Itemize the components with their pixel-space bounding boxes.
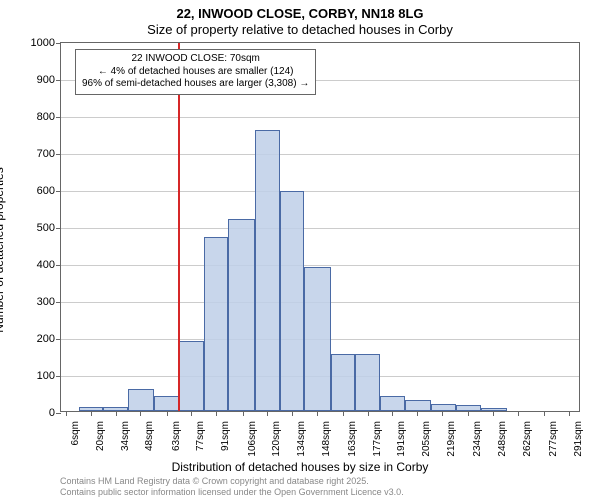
xtick-label: 91sqm (220, 421, 231, 451)
ytick-label: 900 (37, 74, 61, 86)
xtick-mark (243, 411, 244, 416)
ytick-label: 0 (49, 407, 61, 419)
gridline (61, 228, 579, 229)
footer-line2: Contains public sector information licen… (60, 487, 404, 498)
ytick-label: 300 (37, 296, 61, 308)
annotation-line3: 96% of semi-detached houses are larger (… (82, 78, 309, 91)
xtick-label: 248sqm (497, 421, 508, 457)
xtick-label: 234sqm (472, 421, 483, 457)
xtick-mark (292, 411, 293, 416)
histogram-bar (380, 396, 405, 411)
plot-area: 22 INWOOD CLOSE: 70sqm ← 4% of detached … (60, 42, 580, 412)
chart-title-line1: 22, INWOOD CLOSE, CORBY, NN18 8LG (0, 6, 600, 21)
xtick-label: 106sqm (247, 421, 258, 457)
histogram-bar (280, 191, 305, 411)
xtick-label: 262sqm (522, 421, 533, 457)
histogram-bar (431, 404, 456, 411)
xtick-mark (343, 411, 344, 416)
gridline (61, 117, 579, 118)
xtick-mark (317, 411, 318, 416)
xtick-mark (392, 411, 393, 416)
annotation-line1: 22 INWOOD CLOSE: 70sqm (82, 53, 309, 66)
xtick-mark (368, 411, 369, 416)
xtick-label: 134sqm (296, 421, 307, 457)
xtick-mark (66, 411, 67, 416)
xtick-label: 77sqm (195, 421, 206, 451)
xtick-label: 34sqm (120, 421, 131, 451)
histogram-bar (204, 237, 229, 411)
gridline (61, 154, 579, 155)
histogram-bar (331, 354, 356, 411)
plot-inner (61, 43, 579, 411)
ytick-label: 700 (37, 148, 61, 160)
xtick-label: 6sqm (70, 421, 81, 445)
ytick-label: 200 (37, 333, 61, 345)
ytick-label: 100 (37, 370, 61, 382)
chart-container: 22, INWOOD CLOSE, CORBY, NN18 8LG Size o… (0, 0, 600, 500)
histogram-bar (355, 354, 380, 411)
xtick-mark (91, 411, 92, 416)
footer-line1: Contains HM Land Registry data © Crown c… (60, 476, 404, 487)
xtick-mark (417, 411, 418, 416)
xtick-mark (442, 411, 443, 416)
xtick-label: 205sqm (421, 421, 432, 457)
xtick-mark (191, 411, 192, 416)
reference-vline (178, 43, 180, 411)
xtick-mark (216, 411, 217, 416)
xtick-label: 20sqm (95, 421, 106, 451)
histogram-bar (128, 389, 154, 411)
y-axis-label: Number of detached properties (0, 167, 6, 332)
gridline (61, 191, 579, 192)
xtick-label: 163sqm (347, 421, 358, 457)
xtick-mark (116, 411, 117, 416)
xtick-label: 277sqm (548, 421, 559, 457)
xtick-label: 120sqm (271, 421, 282, 457)
chart-title-line2: Size of property relative to detached ho… (0, 22, 600, 37)
ytick-label: 600 (37, 185, 61, 197)
histogram-bar (179, 341, 204, 411)
histogram-bar (154, 396, 179, 411)
xtick-label: 219sqm (446, 421, 457, 457)
xtick-mark (167, 411, 168, 416)
xtick-label: 63sqm (171, 421, 182, 451)
histogram-bar (228, 219, 254, 411)
xtick-mark (140, 411, 141, 416)
ytick-label: 500 (37, 222, 61, 234)
xtick-label: 191sqm (396, 421, 407, 457)
histogram-bar (255, 130, 280, 411)
xtick-mark (518, 411, 519, 416)
xtick-mark (267, 411, 268, 416)
x-axis-label: Distribution of detached houses by size … (0, 460, 600, 474)
xtick-mark (544, 411, 545, 416)
ytick-label: 800 (37, 111, 61, 123)
annotation-line2: ← 4% of detached houses are smaller (124… (82, 66, 309, 79)
xtick-mark (569, 411, 570, 416)
ytick-label: 1000 (31, 37, 61, 49)
xtick-label: 48sqm (144, 421, 155, 451)
histogram-bar (405, 400, 431, 411)
ytick-label: 400 (37, 259, 61, 271)
footer-attribution: Contains HM Land Registry data © Crown c… (60, 476, 404, 498)
annotation-box: 22 INWOOD CLOSE: 70sqm ← 4% of detached … (75, 49, 316, 95)
xtick-mark (468, 411, 469, 416)
xtick-label: 291sqm (573, 421, 584, 457)
xtick-label: 148sqm (321, 421, 332, 457)
xtick-mark (493, 411, 494, 416)
xtick-label: 177sqm (372, 421, 383, 457)
histogram-bar (304, 267, 330, 411)
